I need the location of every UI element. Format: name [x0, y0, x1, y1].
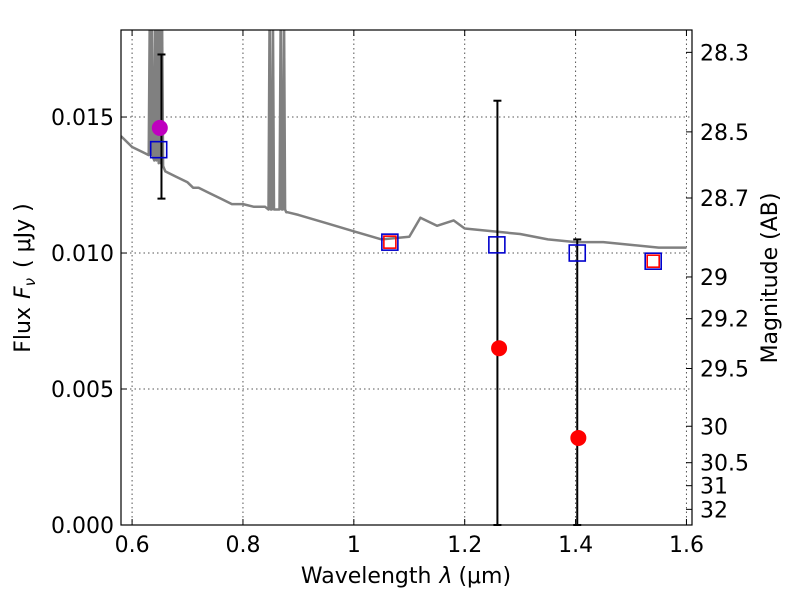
x-axis-ticks: 0.6 0.8 1 1.2 1.4 1.6	[115, 30, 704, 558]
magnitude-tick-label: 28.5	[700, 121, 749, 146]
y-tick-label: 0.015	[51, 106, 114, 131]
magnitude-axis-label: Magnitude (AB)	[758, 193, 783, 364]
blue-square-marker	[381, 233, 399, 251]
magnitude-tick-label: 30.5	[700, 452, 749, 477]
magnitude-tick-label: 29.2	[700, 308, 749, 333]
magnitude-tick-label: 28.7	[700, 187, 749, 212]
blue-square-marker	[149, 140, 168, 159]
x-tick-label: 1	[347, 533, 361, 558]
magenta-circle-marker	[151, 119, 168, 136]
blue-square-marker	[644, 252, 662, 270]
magnitude-tick-label: 28.3	[700, 41, 749, 66]
y-tick-label: 0.010	[51, 242, 114, 267]
y-axis-ticks: 0.000 0.005 0.010 0.015	[51, 106, 127, 539]
spectrum	[121, 30, 687, 249]
magnitude-tick-label: 29.5	[700, 357, 749, 382]
red-circle-marker	[491, 340, 508, 357]
red-square-marker	[383, 235, 397, 249]
blue-square-marker	[568, 244, 587, 262]
magnitude-tick-label: 30	[700, 415, 728, 440]
error-bars	[157, 53, 582, 526]
y-tick-label: 0.005	[51, 378, 114, 403]
x-axis-label: Wavelength λ (μm)	[301, 564, 511, 589]
y-axis-label: FluxFν( μJy )	[11, 203, 39, 352]
magnitude-tick-label: 31	[700, 475, 728, 500]
magnitude-tick-label: 32	[700, 498, 728, 523]
grid	[121, 30, 692, 525]
spectrum-line	[121, 30, 687, 249]
plot-frame	[120, 29, 693, 526]
x-tick-label: 1.4	[558, 533, 593, 558]
data-markers	[149, 119, 662, 446]
x-tick-label: 1.6	[669, 533, 704, 558]
x-tick-label: 0.8	[225, 533, 260, 558]
magnitude-tick-label: 29	[700, 266, 728, 291]
x-tick-label: 1.2	[447, 533, 482, 558]
red-square-marker	[646, 254, 660, 268]
x-tick-label: 0.6	[115, 533, 150, 558]
blue-square-marker	[488, 236, 506, 254]
y-tick-label: 0.000	[51, 514, 114, 539]
red-circle-marker	[570, 429, 587, 446]
plot-area	[121, 30, 687, 526]
